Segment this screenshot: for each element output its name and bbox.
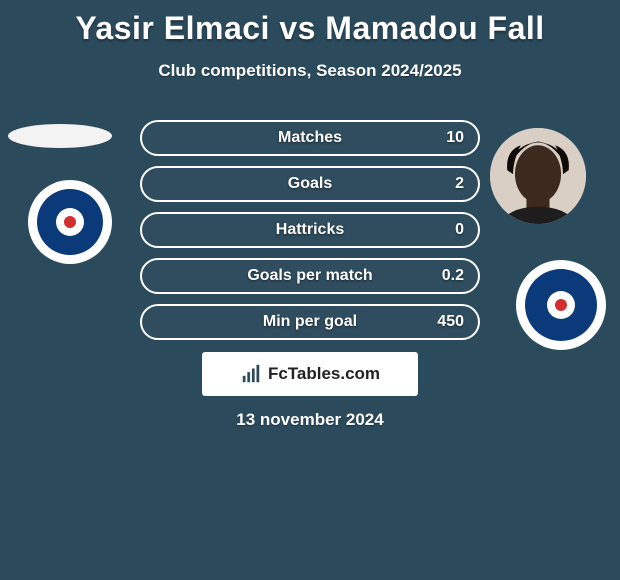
player-face-icon xyxy=(490,128,586,224)
stat-label: Min per goal xyxy=(263,313,357,331)
brand-badge: FcTables.com xyxy=(202,352,418,396)
stat-row: Goals per match 0.2 xyxy=(140,258,480,294)
date-label: 13 november 2024 xyxy=(0,410,620,430)
kasimpasa-badge-icon xyxy=(37,189,103,255)
stat-right-value: 0.2 xyxy=(442,267,464,285)
right-player-avatar xyxy=(490,128,586,224)
stats-table: Matches 10 Goals 2 Hattricks 0 Goals per… xyxy=(140,120,480,350)
stat-row: Matches 10 xyxy=(140,120,480,156)
stat-row: Hattricks 0 xyxy=(140,212,480,248)
right-club-badge xyxy=(516,260,606,350)
bar-chart-icon xyxy=(240,363,262,385)
stat-right-value: 0 xyxy=(455,221,464,239)
kasimpasa-badge-icon xyxy=(525,269,597,341)
left-club-badge xyxy=(28,180,112,264)
stat-row: Goals 2 xyxy=(140,166,480,202)
page-subtitle: Club competitions, Season 2024/2025 xyxy=(0,61,620,81)
left-player-avatar xyxy=(8,124,112,148)
stat-right-value: 450 xyxy=(437,313,464,331)
brand-text: FcTables.com xyxy=(268,364,380,384)
stat-label: Goals xyxy=(288,175,332,193)
stat-label: Hattricks xyxy=(276,221,344,239)
stat-right-value: 2 xyxy=(455,175,464,193)
stat-right-value: 10 xyxy=(446,129,464,147)
stat-label: Matches xyxy=(278,129,342,147)
stat-label: Goals per match xyxy=(247,267,372,285)
page-title: Yasir Elmaci vs Mamadou Fall xyxy=(0,0,620,47)
stat-row: Min per goal 450 xyxy=(140,304,480,340)
